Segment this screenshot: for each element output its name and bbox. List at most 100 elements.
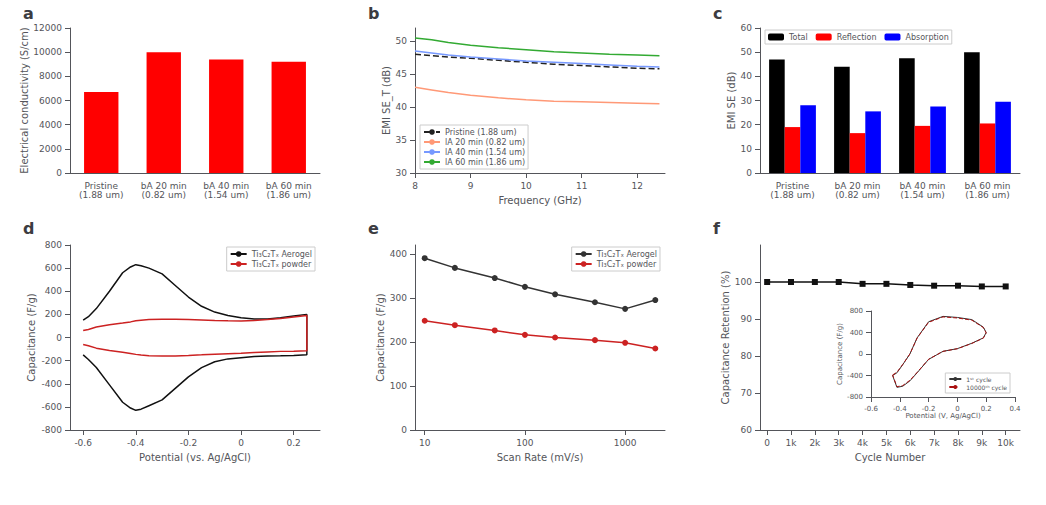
- svg-text:(0.82 um): (0.82 um): [142, 190, 186, 200]
- svg-text:11: 11: [576, 181, 587, 191]
- svg-text:5k: 5k: [881, 438, 893, 448]
- svg-text:1ˢᵗ cycle: 1ˢᵗ cycle: [966, 376, 992, 384]
- svg-text:-0.4: -0.4: [893, 405, 907, 413]
- svg-text:0: 0: [746, 168, 752, 178]
- svg-text:40: 40: [396, 102, 408, 112]
- svg-text:100: 100: [735, 277, 752, 287]
- svg-text:800: 800: [850, 307, 863, 315]
- svg-text:45: 45: [396, 69, 407, 79]
- svg-text:a: a: [23, 4, 34, 23]
- svg-text:0: 0: [56, 333, 62, 343]
- svg-text:10000ᵗʰ cycle: 10000ᵗʰ cycle: [966, 384, 1007, 392]
- svg-text:35: 35: [396, 135, 407, 145]
- svg-text:2k: 2k: [809, 438, 821, 448]
- svg-text:-800: -800: [42, 425, 63, 435]
- svg-text:1k: 1k: [786, 438, 798, 448]
- svg-text:Frequency (GHz): Frequency (GHz): [498, 195, 581, 206]
- svg-text:-0.2: -0.2: [922, 405, 936, 413]
- svg-text:0: 0: [764, 438, 770, 448]
- svg-text:12: 12: [631, 181, 642, 191]
- svg-text:Total: Total: [788, 33, 808, 42]
- svg-text:-400: -400: [42, 379, 63, 389]
- svg-text:d: d: [23, 219, 34, 238]
- svg-text:(1.86 um): (1.86 um): [965, 190, 1009, 200]
- svg-text:Electrical conductivity (S/cm): Electrical conductivity (S/cm): [19, 27, 30, 174]
- svg-text:0: 0: [401, 425, 407, 435]
- svg-text:10k: 10k: [997, 438, 1014, 448]
- svg-text:100: 100: [516, 438, 533, 448]
- svg-text:EMI SE (dB): EMI SE (dB): [726, 71, 737, 129]
- svg-text:lA 20 min (0.82 um): lA 20 min (0.82 um): [445, 138, 525, 147]
- svg-text:f: f: [713, 219, 721, 238]
- svg-text:Cycle Number: Cycle Number: [855, 452, 927, 463]
- svg-text:0.4: 0.4: [1009, 405, 1021, 413]
- svg-text:200: 200: [45, 309, 62, 319]
- svg-text:8: 8: [412, 181, 418, 191]
- svg-text:0.2: 0.2: [287, 438, 301, 448]
- svg-text:Ti₃C₂Tₓ powder: Ti₃C₂Tₓ powder: [251, 260, 312, 269]
- svg-text:Scan Rate (mV/s): Scan Rate (mV/s): [497, 452, 584, 463]
- svg-text:8000: 8000: [39, 71, 62, 81]
- svg-text:70: 70: [741, 388, 753, 398]
- svg-text:lA 60 min (1.86 um): lA 60 min (1.86 um): [445, 158, 525, 167]
- svg-text:0: 0: [955, 405, 959, 413]
- svg-text:0: 0: [238, 438, 244, 448]
- svg-text:lA 40 min (1.54 um): lA 40 min (1.54 um): [445, 148, 525, 157]
- svg-text:60: 60: [741, 425, 753, 435]
- svg-text:90: 90: [741, 314, 753, 324]
- svg-text:300: 300: [390, 293, 407, 303]
- svg-text:6000: 6000: [39, 96, 62, 106]
- svg-text:-0.2: -0.2: [180, 438, 198, 448]
- svg-text:10: 10: [741, 144, 753, 154]
- svg-text:(1.88 um): (1.88 um): [79, 190, 123, 200]
- svg-text:b: b: [368, 4, 379, 23]
- svg-text:Capacitance (F/g): Capacitance (F/g): [836, 323, 844, 385]
- svg-text:Potential (vs. Ag/AgCl): Potential (vs. Ag/AgCl): [139, 452, 251, 463]
- svg-text:(1.54 um): (1.54 um): [900, 190, 944, 200]
- svg-text:(1.88 um): (1.88 um): [770, 190, 814, 200]
- svg-text:12000: 12000: [33, 23, 62, 33]
- svg-text:400: 400: [850, 329, 863, 337]
- svg-text:0: 0: [859, 350, 863, 358]
- svg-text:Capacitance (F/g): Capacitance (F/g): [375, 293, 386, 381]
- svg-text:c: c: [713, 4, 722, 23]
- svg-text:-400: -400: [847, 372, 863, 380]
- svg-text:Reflection: Reflection: [837, 33, 877, 42]
- svg-text:50: 50: [741, 47, 753, 57]
- svg-text:-600: -600: [42, 402, 63, 412]
- svg-text:100: 100: [390, 381, 407, 391]
- svg-text:10: 10: [419, 438, 431, 448]
- svg-text:30: 30: [741, 96, 753, 106]
- svg-text:(1.54 um): (1.54 um): [204, 190, 248, 200]
- svg-text:-0.4: -0.4: [127, 438, 145, 448]
- svg-text:400: 400: [390, 249, 407, 259]
- svg-text:-0.6: -0.6: [74, 438, 92, 448]
- svg-text:600: 600: [45, 263, 62, 273]
- svg-text:200: 200: [390, 337, 407, 347]
- svg-text:3k: 3k: [833, 438, 845, 448]
- svg-text:0.2: 0.2: [981, 405, 992, 413]
- svg-text:(0.82 um): (0.82 um): [835, 190, 879, 200]
- svg-text:60: 60: [741, 23, 753, 33]
- svg-text:4k: 4k: [857, 438, 869, 448]
- svg-text:-800: -800: [847, 393, 863, 401]
- svg-text:Ti₃C₂Tₓ powder: Ti₃C₂Tₓ powder: [596, 260, 657, 269]
- svg-text:Capacitance Retention (%): Capacitance Retention (%): [720, 271, 731, 405]
- svg-text:9: 9: [468, 181, 474, 191]
- svg-text:(1.86 um): (1.86 um): [267, 190, 311, 200]
- svg-text:40: 40: [741, 71, 753, 81]
- svg-text:10000: 10000: [33, 47, 62, 57]
- svg-text:e: e: [368, 219, 379, 238]
- svg-text:Ti₃C₂Tₓ Aerogel: Ti₃C₂Tₓ Aerogel: [596, 250, 657, 259]
- svg-text:2000: 2000: [39, 144, 62, 154]
- svg-text:10: 10: [520, 181, 532, 191]
- svg-text:80: 80: [741, 351, 753, 361]
- svg-text:7k: 7k: [929, 438, 941, 448]
- svg-text:0: 0: [56, 168, 62, 178]
- svg-text:8k: 8k: [953, 438, 965, 448]
- svg-text:20: 20: [741, 120, 753, 130]
- svg-text:4000: 4000: [39, 120, 62, 130]
- svg-text:50: 50: [396, 36, 408, 46]
- svg-text:400: 400: [45, 286, 62, 296]
- svg-text:EMI SE_T (dB): EMI SE_T (dB): [381, 66, 393, 135]
